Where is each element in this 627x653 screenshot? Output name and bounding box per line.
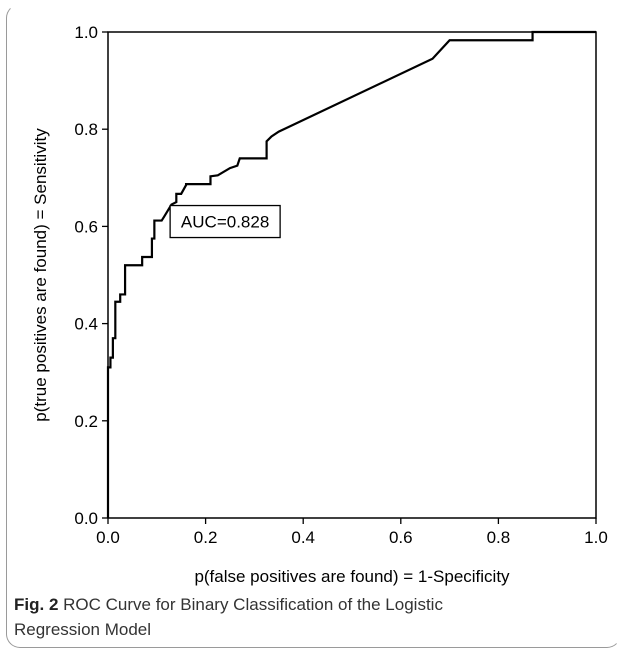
y-tick-label: 0.2 [74,412,98,431]
roc-curve-line [106,30,596,518]
y-axis-ticks: 0.0 0.2 0.4 0.6 0.8 1.0 [74,23,108,528]
auc-annotation-text: AUC=0.828 [181,213,269,232]
figure-frame [6,4,621,648]
y-tick-label: 0.0 [74,509,98,528]
auc-annotation-box [169,204,281,239]
plot-area-border [107,31,597,519]
x-tick-label: 0.4 [291,528,315,547]
caption-text-line2: Regression Model [14,620,152,639]
y-tick-label: 0.8 [74,120,98,139]
y-axis-label: p(true positives are found) = Sensitivit… [31,128,50,422]
x-tick-label: 0.2 [194,528,218,547]
x-tick-label: 0.0 [96,528,120,547]
x-tick-label: 0.8 [487,528,511,547]
roc-chart: 0.0 0.2 0.4 0.6 0.8 1.0 0.0 0.2 0.4 0.6 0.8 1.0 AU… [31,23,608,586]
y-tick-label: 0.4 [74,315,98,334]
x-tick-label: 0.6 [389,528,413,547]
y-tick-label: 1.0 [74,23,98,42]
x-axis-ticks: 0.0 0.2 0.4 0.6 0.8 1.0 [96,518,608,547]
caption-text-line1: ROC Curve for Binary Classification of t… [63,595,443,614]
x-axis-label: p(false positives are found) = 1-Specifi… [194,567,510,586]
y-tick-label: 0.6 [74,217,98,236]
x-tick-label: 1.0 [584,528,608,547]
figure-caption: Fig. 2 ROC Curve for Binary Classificati… [14,592,614,642]
figure-label: Fig. 2 [14,595,59,614]
